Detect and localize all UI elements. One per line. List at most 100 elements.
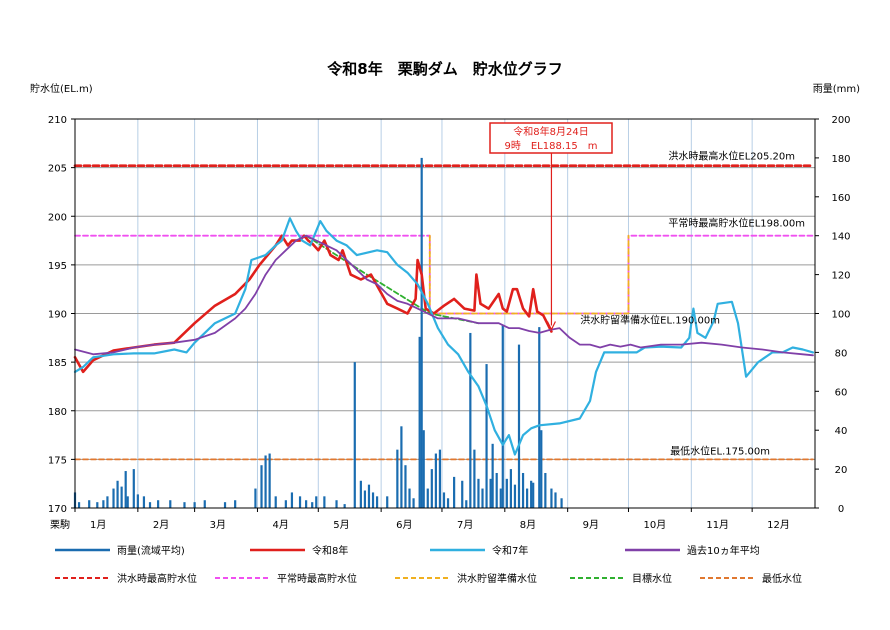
- x-first-label: 栗駒: [50, 519, 70, 531]
- rain-bar: [124, 471, 127, 508]
- x-month-label: 8月: [520, 519, 536, 531]
- rain-bar: [491, 443, 494, 508]
- legend-label-5: 平常時最高貯水位: [277, 572, 357, 585]
- x-month-label: 5月: [333, 519, 349, 531]
- y-right-tick-label: 40: [835, 426, 848, 437]
- rain-bar: [501, 325, 504, 508]
- rain-bar: [408, 488, 411, 508]
- rain-bar: [234, 500, 237, 508]
- rain-bar: [530, 480, 533, 508]
- rain-bar: [284, 500, 287, 508]
- rain-bar: [477, 478, 480, 508]
- y-right-tick-label: 120: [831, 271, 850, 282]
- rain-bar: [335, 500, 338, 508]
- rain-bar: [298, 496, 302, 508]
- rain-bar: [430, 469, 433, 508]
- rain-bar: [169, 500, 172, 508]
- rain-bar: [157, 500, 160, 508]
- y-left-tick-label: 195: [48, 261, 67, 272]
- rain-bar: [363, 490, 367, 508]
- level-line-1: [74, 234, 814, 315]
- level-label-1: 平常時最高貯水位EL198.00m: [668, 217, 805, 230]
- x-month-label: 11月: [706, 519, 729, 531]
- legend-label-4: 洪水時最高貯水位: [117, 572, 197, 585]
- y-left-tick-label: 210: [48, 115, 67, 126]
- y-left-tick-label: 200: [48, 212, 67, 223]
- rain-bar: [268, 453, 271, 508]
- rain-bar: [526, 488, 529, 508]
- rain-bar: [386, 496, 389, 508]
- rain-bar: [517, 344, 521, 508]
- y-right-tick-label: 100: [831, 310, 850, 321]
- x-month-label: 4月: [272, 519, 288, 531]
- y-right-tick-label: 20: [835, 465, 848, 476]
- rain-bar: [148, 502, 152, 508]
- rain-bar: [375, 496, 379, 508]
- rain-bar: [485, 364, 488, 508]
- x-month-label: 3月: [210, 519, 226, 531]
- rain-bar: [513, 484, 517, 508]
- rain-bar: [400, 426, 403, 508]
- rain-bar: [126, 496, 129, 508]
- rain-bar: [509, 469, 512, 508]
- rain-bar: [136, 494, 139, 508]
- rain-bar: [438, 449, 442, 508]
- legend-label-2: 令和7年: [492, 544, 528, 557]
- series-line-1: [73, 217, 815, 456]
- rain-bar: [367, 484, 371, 508]
- rain-bar: [260, 465, 263, 508]
- rain-bar: [495, 472, 498, 508]
- rain-bar: [315, 496, 318, 508]
- series-line-2: [74, 234, 814, 357]
- left-axis-label: 貯水位(EL.m): [30, 82, 93, 95]
- rain-bar: [469, 332, 472, 508]
- legend-label-3: 過去10ヵ年平均: [687, 544, 760, 557]
- rain-bar: [96, 502, 99, 508]
- y-right-tick-label: 0: [838, 504, 844, 515]
- x-month-label: 7月: [457, 519, 473, 531]
- rainfall-bars: [73, 157, 563, 508]
- rain-bar: [203, 500, 206, 508]
- rain-bar: [426, 488, 429, 508]
- chart-title: 令和8年 栗駒ダム 貯水位グラフ: [327, 60, 562, 78]
- legend-label-1: 令和8年: [312, 544, 348, 557]
- y-left-tick-label: 175: [48, 455, 67, 466]
- rain-bar: [465, 500, 468, 508]
- rain-bar: [116, 480, 119, 508]
- rain-bar: [453, 476, 456, 508]
- rain-bar: [77, 502, 81, 508]
- series-line-0: [73, 234, 553, 374]
- rain-bar: [461, 480, 464, 508]
- rain-bar: [489, 478, 492, 508]
- level-line-2: [428, 234, 630, 315]
- y-left-tick-label: 205: [48, 164, 67, 175]
- legend-label-7: 目標水位: [632, 572, 672, 585]
- x-month-label: 9月: [583, 519, 599, 531]
- y-right-tick-label: 200: [831, 115, 850, 126]
- y-left-tick-label: 180: [48, 407, 67, 418]
- rain-bar: [106, 496, 109, 508]
- level-annotations: 洪水時最高水位EL205.20m 平常時最高貯水位EL198.00m 洪水貯留準備水…: [580, 150, 805, 458]
- rain-bar: [142, 496, 146, 508]
- rain-bar: [254, 488, 257, 508]
- rain-bar: [499, 488, 502, 508]
- rain-bar: [371, 492, 375, 508]
- legend-label-6: 洪水貯留準備水位: [457, 572, 537, 585]
- rain-bar: [434, 453, 437, 508]
- rain-bar: [112, 488, 115, 508]
- callout-date: 令和8年8月24日: [513, 125, 588, 138]
- legend-label-0: 雨量(流域平均): [117, 544, 185, 557]
- rain-bar: [193, 502, 196, 508]
- level-label-0: 洪水時最高水位EL205.20m: [668, 150, 795, 163]
- rain-bar: [264, 455, 267, 508]
- reference-levels: [73, 164, 815, 461]
- callout-box: [489, 122, 613, 154]
- right-axis-label: 雨量(mm): [813, 83, 860, 95]
- rain-bar: [274, 496, 277, 508]
- y-right-tick-label: 160: [831, 193, 850, 204]
- y-left-tick-label: 190: [48, 310, 67, 321]
- rain-bar: [88, 500, 91, 508]
- rain-bar: [418, 336, 421, 508]
- water-level-series: [73, 217, 815, 456]
- rain-bar: [359, 480, 362, 508]
